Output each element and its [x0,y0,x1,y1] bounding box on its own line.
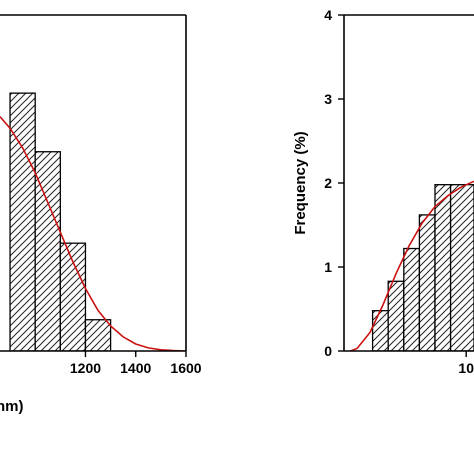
right-y-tick-label: 2 [324,175,332,191]
right-bar-4 [434,184,452,351]
right-y-tick-label: 0 [324,343,332,359]
right-bar-1 [387,280,405,351]
right-bar-0 [371,310,389,351]
right-y-tick-label: 3 [324,91,332,107]
right-bar-3 [418,214,436,351]
left-chart: 1200 1400 1600 nm) [0,14,202,415]
left-x-tick-label: 1400 [120,360,151,376]
right-bar-2 [403,247,421,351]
left-bar-1 [34,151,61,351]
right-fit-curve [350,180,474,351]
left-x-tick-label: 1600 [170,360,201,376]
right-x-tick-label: 10 [458,360,474,376]
right-y-tick-label: 1 [324,259,332,275]
right-y-tick-label: 4 [324,7,332,23]
left-fit-curve [0,116,186,351]
left-x-axis-title: nm) [0,398,24,415]
left-bar-0 [9,92,36,351]
left-x-tick-label: 1200 [70,360,101,376]
left-bar-3 [84,319,112,351]
right-bar-5 [449,184,474,351]
left-bar-2 [59,242,87,351]
right-chart: 10 0 1 2 3 4 Frequency (%) [292,7,474,376]
right-y-axis-title: Frequency (%) [292,131,309,234]
